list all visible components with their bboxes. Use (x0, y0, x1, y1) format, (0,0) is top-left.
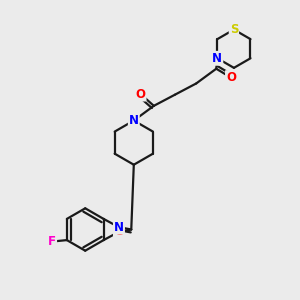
Text: N: N (212, 52, 222, 65)
Text: N: N (114, 220, 124, 234)
Text: O: O (136, 88, 146, 100)
Text: O: O (226, 71, 236, 84)
Text: F: F (48, 235, 56, 248)
Text: O: O (114, 225, 124, 239)
Text: S: S (230, 23, 238, 36)
Text: N: N (129, 114, 139, 127)
